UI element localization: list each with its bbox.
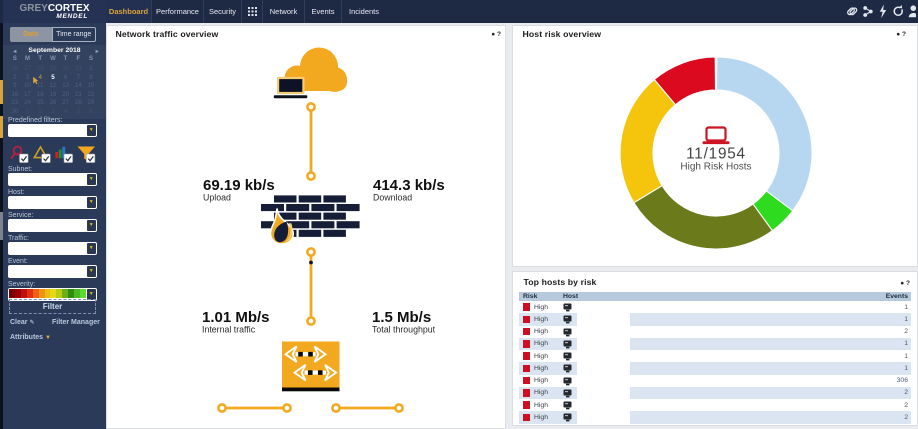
svg-text:69.19 kb/s: 69.19 kb/s	[203, 177, 275, 194]
svg-text:1.5 Mb/s: 1.5 Mb/s	[372, 309, 431, 326]
svg-text:Upload: Upload	[203, 193, 231, 203]
svg-text:Total throughput: Total throughput	[372, 325, 436, 335]
svg-text:1.01 Mb/s: 1.01 Mb/s	[202, 309, 270, 326]
svg-text:Internal traffic: Internal traffic	[202, 325, 256, 335]
svg-text:High Risk Hosts: High Risk Hosts	[680, 162, 751, 173]
svg-text:Download: Download	[373, 193, 412, 203]
svg-text:11/1954: 11/1954	[686, 146, 746, 163]
svg-text:414.3 kb/s: 414.3 kb/s	[373, 177, 445, 194]
